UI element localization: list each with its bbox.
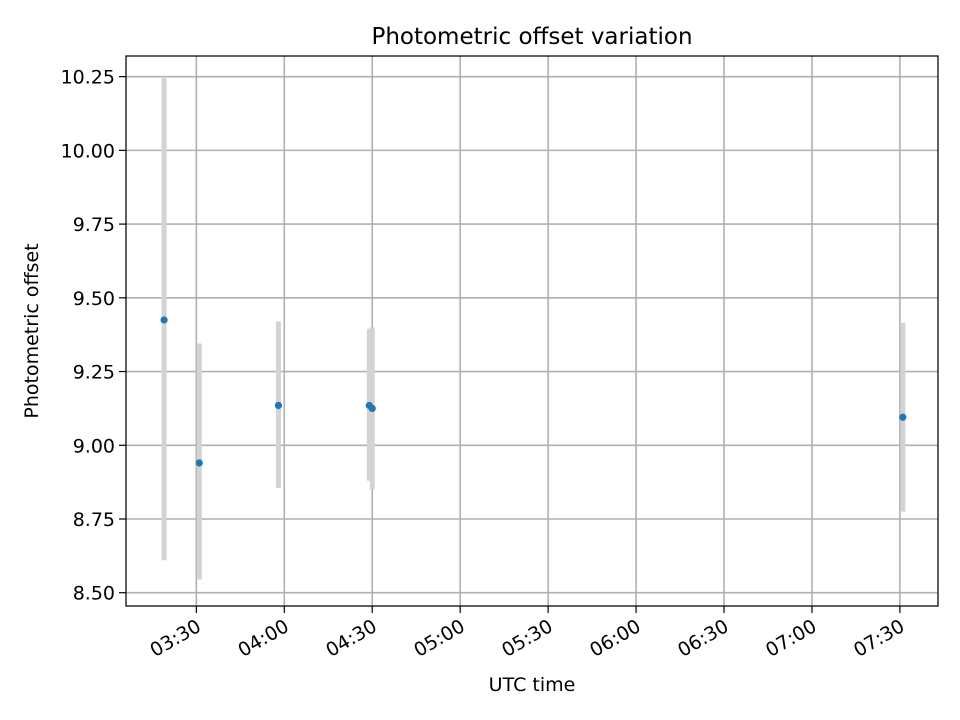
data-point — [160, 316, 168, 324]
x-tick-label: 07:00 — [762, 615, 820, 661]
data-point — [195, 459, 203, 467]
x-axis-label: UTC time — [489, 674, 576, 696]
y-axis-label: Photometric offset — [21, 243, 43, 418]
data-points — [160, 316, 907, 467]
y-tick-label: 9.75 — [73, 214, 115, 236]
x-tick-label: 03:30 — [146, 615, 204, 661]
data-point — [274, 401, 283, 410]
y-tick-label: 8.50 — [73, 583, 115, 605]
x-tick-label: 06:00 — [586, 615, 644, 661]
x-tick-label: 04:30 — [322, 615, 380, 661]
error-bars — [161, 78, 906, 580]
y-tick-label: 10.00 — [61, 140, 115, 162]
y-tick-label: 8.75 — [73, 509, 115, 531]
y-tick-label: 9.50 — [73, 288, 115, 310]
x-tick-label: 05:30 — [498, 615, 556, 661]
plot-area-frame — [125, 55, 939, 607]
data-point — [368, 404, 376, 413]
y-tick-label: 9.00 — [73, 435, 115, 457]
x-axis-ticks: 03:30 04:00 04:30 05:00 05:30 06:00 06:30 07:00… — [146, 606, 908, 662]
y-tick-label: 10.25 — [61, 67, 115, 89]
y-axis-ticks: 8.50 8.75 9.00 9.25 9.50 9.75 10.00 10.25 — [61, 67, 126, 605]
y-tick-label: 9.25 — [73, 362, 115, 384]
x-tick-label: 07:30 — [850, 615, 908, 661]
x-tick-label: 04:00 — [234, 615, 292, 661]
chart-title: Photometric offset variation — [371, 24, 692, 50]
x-tick-label: 06:30 — [674, 615, 732, 661]
x-tick-label: 05:00 — [410, 615, 468, 661]
data-point — [899, 413, 907, 421]
grid — [126, 56, 938, 606]
